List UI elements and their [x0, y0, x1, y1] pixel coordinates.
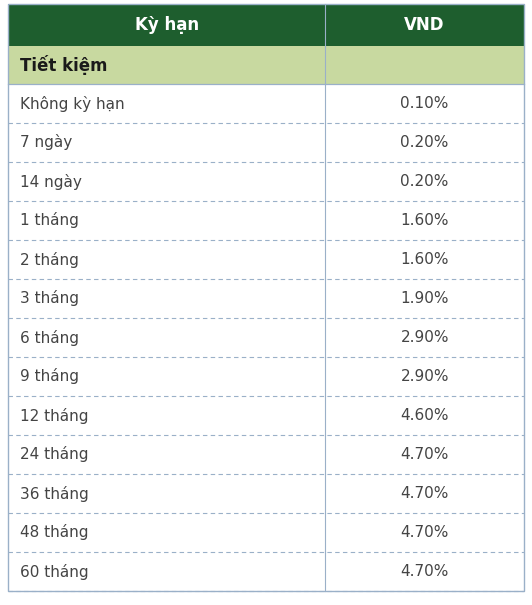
- Bar: [8, 396, 524, 435]
- Bar: [8, 435, 524, 474]
- Text: 1 tháng: 1 tháng: [20, 212, 79, 229]
- Text: 6 tháng: 6 tháng: [20, 330, 79, 345]
- Bar: [8, 357, 524, 396]
- Text: Tiết kiệm: Tiết kiệm: [20, 55, 107, 75]
- Text: 4.70%: 4.70%: [401, 447, 449, 462]
- Text: 1.60%: 1.60%: [401, 213, 449, 228]
- Text: VND: VND: [404, 16, 445, 34]
- Text: 3 tháng: 3 tháng: [20, 290, 79, 307]
- Bar: [8, 46, 524, 84]
- Text: 14 ngày: 14 ngày: [20, 174, 82, 189]
- Bar: [8, 318, 524, 357]
- Text: 9 tháng: 9 tháng: [20, 368, 79, 385]
- Text: 0.20%: 0.20%: [401, 174, 449, 189]
- Text: 1.90%: 1.90%: [401, 291, 449, 306]
- Text: 12 tháng: 12 tháng: [20, 408, 88, 424]
- Text: Kỳ hạn: Kỳ hạn: [135, 16, 199, 34]
- Text: Không kỳ hạn: Không kỳ hạn: [20, 96, 124, 111]
- Bar: [8, 84, 524, 123]
- Bar: [8, 240, 524, 279]
- Text: 48 tháng: 48 tháng: [20, 525, 88, 540]
- Text: 24 tháng: 24 tháng: [20, 446, 88, 462]
- Text: 0.20%: 0.20%: [401, 135, 449, 150]
- Bar: [8, 513, 524, 552]
- Text: 4.60%: 4.60%: [401, 408, 449, 423]
- Bar: [8, 279, 524, 318]
- Bar: [8, 474, 524, 513]
- Text: 7 ngày: 7 ngày: [20, 134, 72, 151]
- Bar: [8, 162, 524, 201]
- Text: 60 tháng: 60 tháng: [20, 563, 89, 580]
- Text: 4.70%: 4.70%: [401, 525, 449, 540]
- Bar: [8, 201, 524, 240]
- Text: 2.90%: 2.90%: [401, 369, 449, 384]
- Text: 2.90%: 2.90%: [401, 330, 449, 345]
- Bar: [8, 4, 524, 46]
- Text: 4.70%: 4.70%: [401, 564, 449, 579]
- Text: 2 tháng: 2 tháng: [20, 252, 79, 267]
- Text: 1.60%: 1.60%: [401, 252, 449, 267]
- Text: 36 tháng: 36 tháng: [20, 485, 89, 502]
- Bar: [8, 552, 524, 591]
- Text: 4.70%: 4.70%: [401, 486, 449, 501]
- Bar: [8, 123, 524, 162]
- Text: 0.10%: 0.10%: [401, 96, 449, 111]
